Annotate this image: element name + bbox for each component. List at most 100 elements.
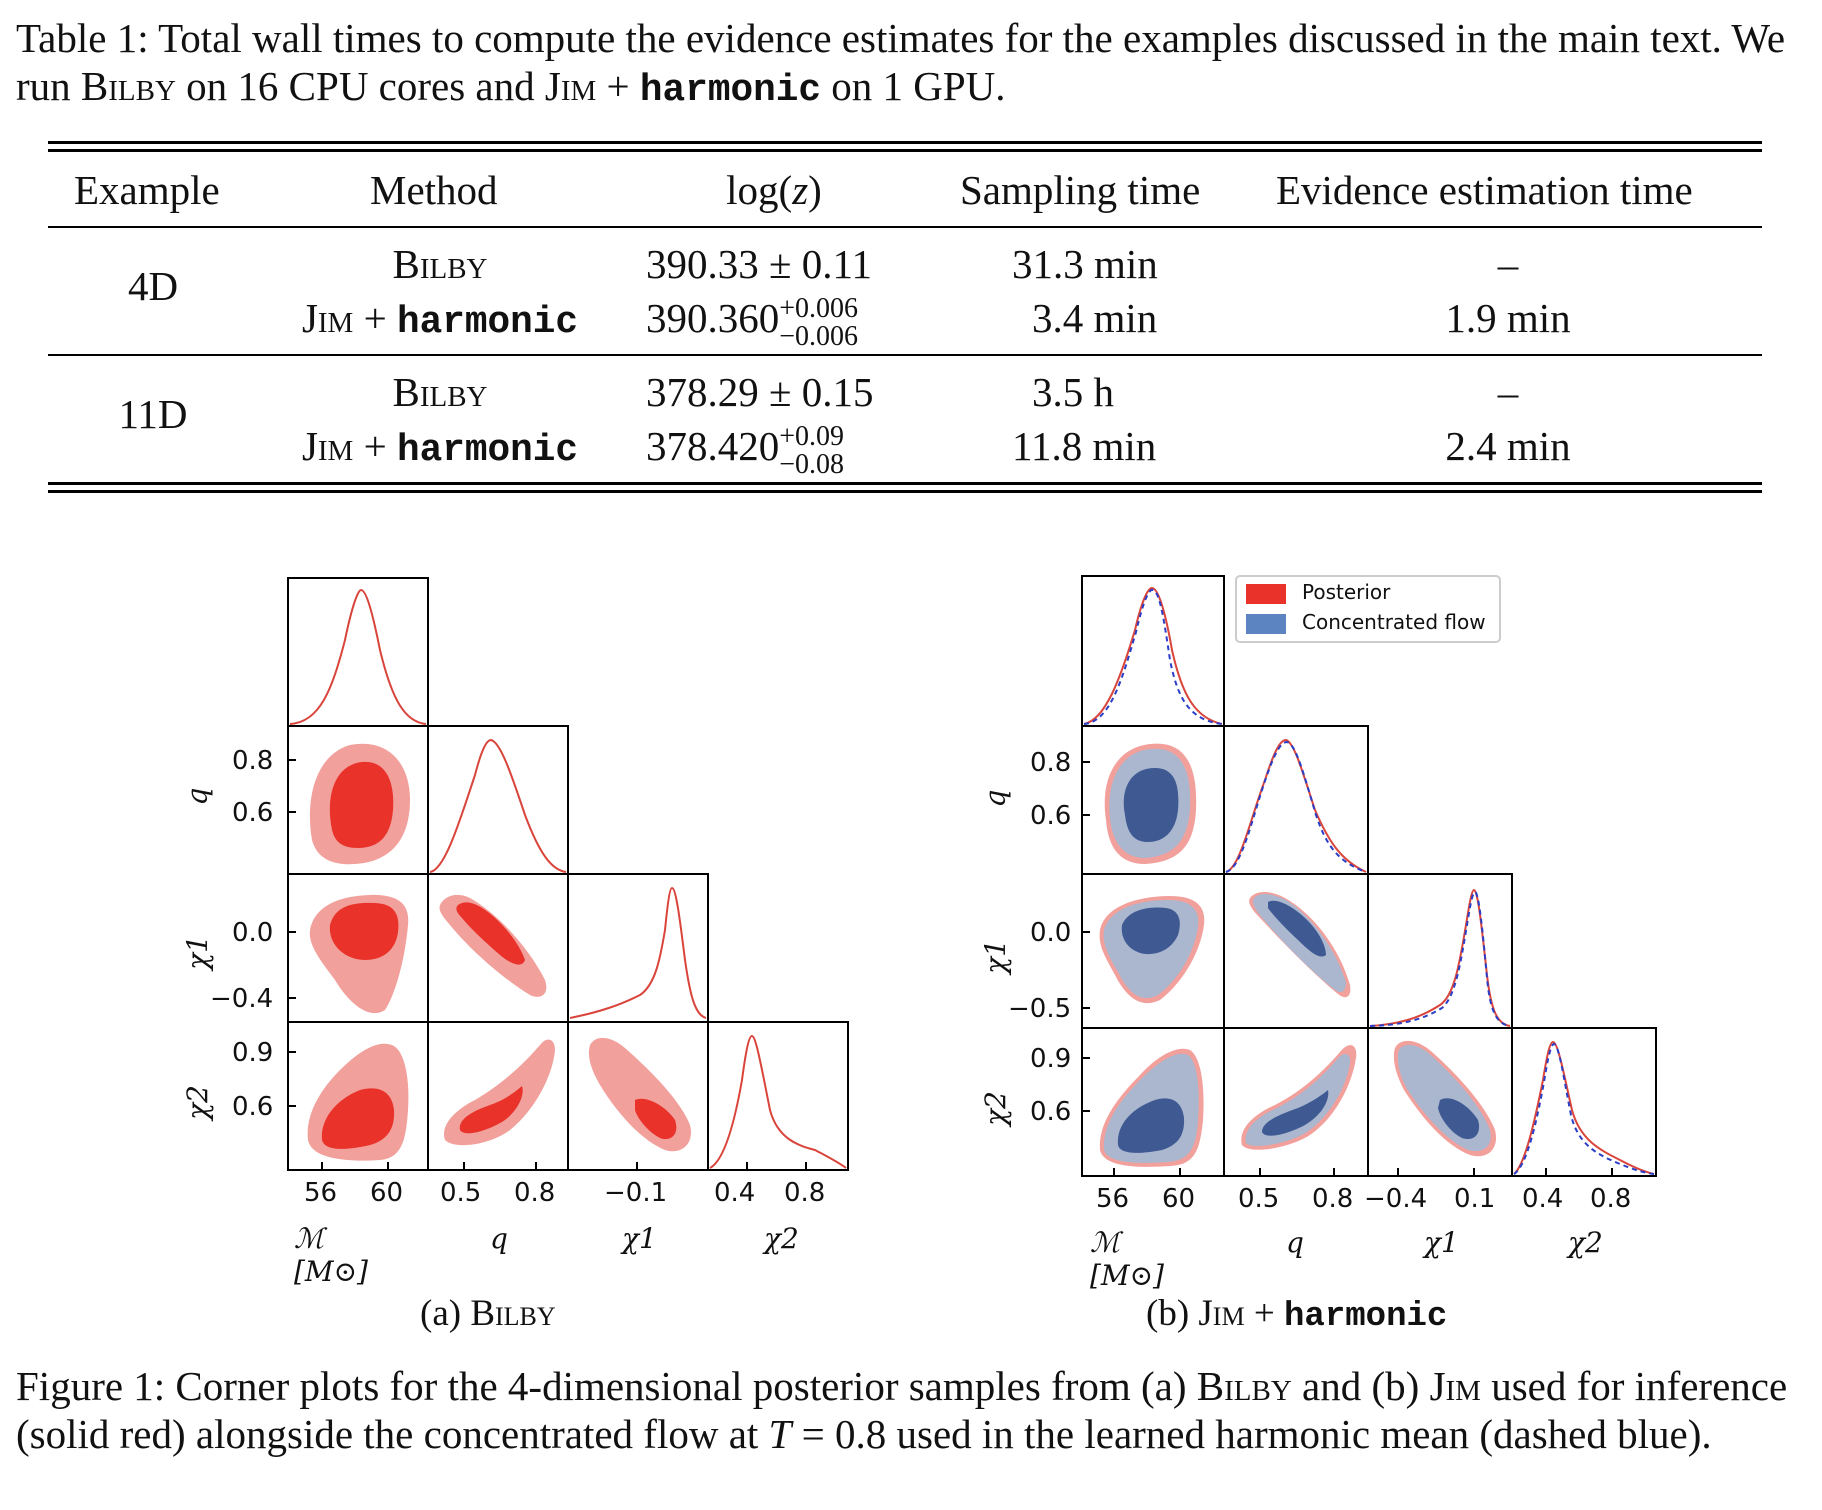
b-contour-q-M-blue-inner xyxy=(1123,768,1179,842)
logz-jim-11d: 378.420 +0.09 −0.08 xyxy=(646,422,844,479)
logz-jim-11d-base: 378.420 xyxy=(646,423,780,469)
figure-caption-bilby: Bilby xyxy=(1196,1363,1292,1409)
method-bilby-4d: Bilby xyxy=(392,241,488,287)
method-jim-11d-harmonic: harmonic xyxy=(396,430,579,472)
method-jim-11d-plus: + xyxy=(353,423,397,469)
table-caption-text: Table 1: Total wall times to compute the… xyxy=(16,15,1786,109)
a-xtick-chi1-1: −0.1 xyxy=(604,1178,668,1208)
b-xlabel-M: ℳ [M⊙] xyxy=(1090,1226,1164,1292)
table-top-rule xyxy=(48,141,1762,144)
table-caption-plus: + xyxy=(596,63,640,109)
header-sampling-time: Sampling time xyxy=(960,167,1201,213)
b-ylabel-q: q xyxy=(978,789,1012,808)
header-logz: log(z) xyxy=(726,167,822,213)
subcaption-b-harmonic: harmonic xyxy=(1283,1298,1448,1336)
a-ytick-chi1-1: 0.0 xyxy=(232,918,274,948)
a-xlabel-M: ℳ [M⊙] xyxy=(294,1222,368,1288)
sampling-jim-4d: 3.4 min xyxy=(1032,295,1158,341)
b-ylabel-chi2: χ2 xyxy=(978,1091,1012,1126)
logz-jim-4d-down: −0.006 xyxy=(779,320,859,352)
b-xtick-q-2: 0.8 xyxy=(1312,1184,1354,1214)
header-example: Example xyxy=(74,167,220,213)
b-xtick-chi1-2: 0.1 xyxy=(1454,1184,1496,1214)
b-xlabel-q: q xyxy=(1286,1226,1304,1259)
figure-caption-prefix: Figure 1: Corner plots for the 4-dimensi… xyxy=(16,1363,1197,1409)
subcaption-a: (a) Bilby xyxy=(420,1292,556,1336)
legend-flow-swatch xyxy=(1246,614,1286,634)
method-jim-4d-harmonic: harmonic xyxy=(396,302,579,344)
b-hist-chi2-red xyxy=(1513,1040,1655,1175)
evidence-jim-11d: 2.4 min xyxy=(1445,423,1571,469)
subcaption-a-name: Bilby xyxy=(470,1293,556,1334)
b-hist-chi1-red xyxy=(1369,888,1511,1027)
b-ytick-chi1-2: −0.5 xyxy=(1008,994,1072,1024)
b-contour-chi2-q-blue-outer xyxy=(1245,1053,1351,1146)
subcaption-b-plus: + xyxy=(1244,1293,1284,1334)
a-contour-chi1-q-inner xyxy=(456,902,525,965)
a-panel-q-hist xyxy=(427,725,569,875)
b-xlabel-chi2: χ2 xyxy=(1568,1226,1603,1259)
a-hist-chi1-curve xyxy=(569,886,707,1019)
subcaption-b-prefix: (b) xyxy=(1146,1293,1199,1334)
a-contour-chi2-chi1-inner xyxy=(635,1098,677,1140)
b-contour-chi1-q-blue-outer xyxy=(1253,894,1346,993)
legend-posterior-swatch xyxy=(1246,584,1286,604)
subcaption-b: (b) Jim + harmonic xyxy=(1146,1292,1447,1339)
logz-jim-4d-base: 390.360 xyxy=(646,295,780,341)
a-ylabel-q: q xyxy=(180,787,214,806)
logz-bilby-11d: 378.29 ± 0.15 xyxy=(646,369,874,415)
evidence-bilby-4d: – xyxy=(1497,241,1519,287)
logz-jim-4d: 390.360 +0.006 −0.006 xyxy=(646,294,858,351)
example-11d: 11D xyxy=(118,391,188,437)
a-contour-chi2-chi1-outer xyxy=(588,1037,691,1152)
table-group-rule xyxy=(48,354,1762,356)
method-jim-4d: Jim + harmonic xyxy=(302,294,578,347)
table-caption-mid: on 16 CPU cores and xyxy=(175,63,545,109)
a-ytick-q-2: 0.6 xyxy=(232,798,274,828)
figure-caption-jim: Jim xyxy=(1429,1363,1481,1409)
table-caption: Table 1: Total wall times to compute the… xyxy=(16,14,1816,115)
a-ytick-chi2-1: 0.9 xyxy=(232,1038,274,1068)
a-contour-q-M-inner xyxy=(329,761,394,848)
b-ytick-q-1: 0.8 xyxy=(1030,748,1072,778)
table-mid-rule xyxy=(48,226,1762,228)
a-contour-chi1-M-inner xyxy=(329,902,399,960)
b-ylabel-chi1: χ1 xyxy=(978,939,1012,974)
legend-box xyxy=(1235,575,1501,643)
b-legend xyxy=(1235,575,1501,643)
a-ytick-q-1: 0.8 xyxy=(232,746,274,776)
legend-posterior-label: Posterior xyxy=(1302,580,1391,604)
a-xtick-q-1: 0.5 xyxy=(440,1178,482,1208)
a-ticks xyxy=(288,759,807,1170)
b-panel-M-hist xyxy=(1081,575,1225,727)
subcaption-b-jim: Jim xyxy=(1198,1293,1245,1334)
a-xtick-M-2: 60 xyxy=(370,1178,404,1208)
b-ytick-chi1-1: 0.0 xyxy=(1030,918,1072,948)
b-contour-chi1-q-blue-inner xyxy=(1268,900,1326,957)
a-xlabel-q: q xyxy=(490,1222,508,1255)
table-bottom-rule-2 xyxy=(48,490,1762,493)
sampling-jim-11d: 11.8 min xyxy=(1012,423,1157,469)
a-hist-q-curve xyxy=(429,738,567,873)
method-jim-11d-name: Jim xyxy=(301,423,354,469)
a-contour-chi2-q-inner xyxy=(459,1086,523,1134)
a-hist-M-curve xyxy=(289,588,427,725)
method-jim-4d-name: Jim xyxy=(301,295,354,341)
table-caption-jim: Jim xyxy=(544,63,597,109)
evidence-bilby-11d: – xyxy=(1497,369,1519,415)
figure-caption: Figure 1: Corner plots for the 4-dimensi… xyxy=(16,1362,1816,1458)
figure-caption-rest2: = 0.8 used in the learned harmonic mean … xyxy=(791,1411,1712,1457)
b-ytick-q-2: 0.6 xyxy=(1030,801,1072,831)
b-hist-chi2-blue xyxy=(1513,1042,1655,1175)
b-panel-chi2-hist xyxy=(1511,1027,1657,1177)
a-ytick-chi1-2: −0.4 xyxy=(210,984,274,1014)
logz-bilby-4d: 390.33 ± 0.11 xyxy=(646,241,872,287)
b-xlabel-chi1: χ1 xyxy=(1424,1226,1459,1259)
evidence-jim-4d: 1.9 min xyxy=(1445,295,1571,341)
a-ylabel-chi1: χ1 xyxy=(180,935,214,970)
a-panel-M-hist xyxy=(287,577,429,727)
a-xlabel-chi1: χ1 xyxy=(622,1222,657,1255)
b-xtick-M-1: 56 xyxy=(1096,1184,1130,1214)
table-caption-bilby: Bilby xyxy=(80,63,176,109)
